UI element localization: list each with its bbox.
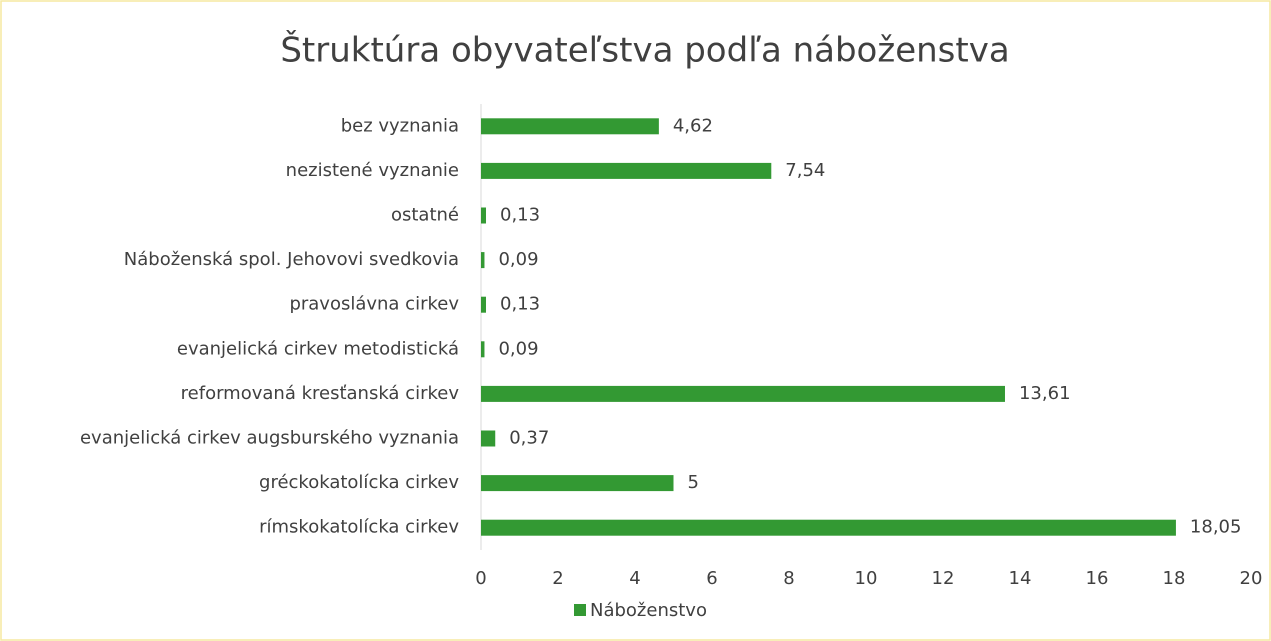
bar xyxy=(481,475,674,492)
bar xyxy=(481,430,496,447)
x-tick-label: 20 xyxy=(1240,568,1263,589)
x-tick-label: 0 xyxy=(475,568,486,589)
bar xyxy=(481,519,1176,536)
y-tick-label: reformovaná kresťanská cirkev xyxy=(181,383,460,404)
x-tick-label: 10 xyxy=(855,568,878,589)
x-tick-label: 12 xyxy=(932,568,955,589)
bar xyxy=(481,162,772,179)
data-label: 0,37 xyxy=(509,428,549,449)
data-label: 0,13 xyxy=(500,205,540,226)
bar xyxy=(481,296,487,313)
data-label: 7,54 xyxy=(785,160,825,181)
y-tick-label: bez vyznania xyxy=(341,115,459,136)
x-tick-label: 8 xyxy=(783,568,794,589)
bar xyxy=(481,207,487,224)
data-label: 13,61 xyxy=(1019,383,1071,404)
bar xyxy=(481,118,659,135)
data-label: 4,62 xyxy=(673,115,713,136)
y-tick-label: rímskokatolícka cirkev xyxy=(259,517,459,538)
legend-label: Náboženstvo xyxy=(590,600,707,621)
data-label: 18,05 xyxy=(1190,517,1242,538)
data-label: 0,09 xyxy=(498,338,538,359)
y-tick-label: gréckokatolícka cirkev xyxy=(259,472,459,493)
y-tick-label: Náboženská spol. Jehovovi svedkovia xyxy=(124,249,459,270)
data-label: 0,09 xyxy=(498,249,538,270)
y-tick-label: evanjelická cirkev augsburského vyznania xyxy=(80,428,459,449)
bar xyxy=(481,385,1005,402)
x-tick-label: 16 xyxy=(1086,568,1109,589)
data-label: 0,13 xyxy=(500,294,540,315)
y-tick-label: nezistené vyznanie xyxy=(286,160,459,181)
chart-title: Štruktúra obyvateľstva podľa náboženstva xyxy=(280,30,1009,71)
data-label: 5 xyxy=(688,472,699,493)
bar xyxy=(481,341,485,358)
legend-swatch xyxy=(574,604,586,616)
y-tick-label: ostatné xyxy=(391,205,459,226)
y-tick-label: pravoslávna cirkev xyxy=(289,294,459,315)
x-tick-label: 18 xyxy=(1163,568,1186,589)
y-tick-label: evanjelická cirkev metodistická xyxy=(177,338,459,359)
x-tick-label: 14 xyxy=(1009,568,1032,589)
bar xyxy=(481,252,485,269)
x-tick-label: 6 xyxy=(706,568,717,589)
x-tick-label: 2 xyxy=(552,568,563,589)
x-tick-label: 4 xyxy=(629,568,640,589)
